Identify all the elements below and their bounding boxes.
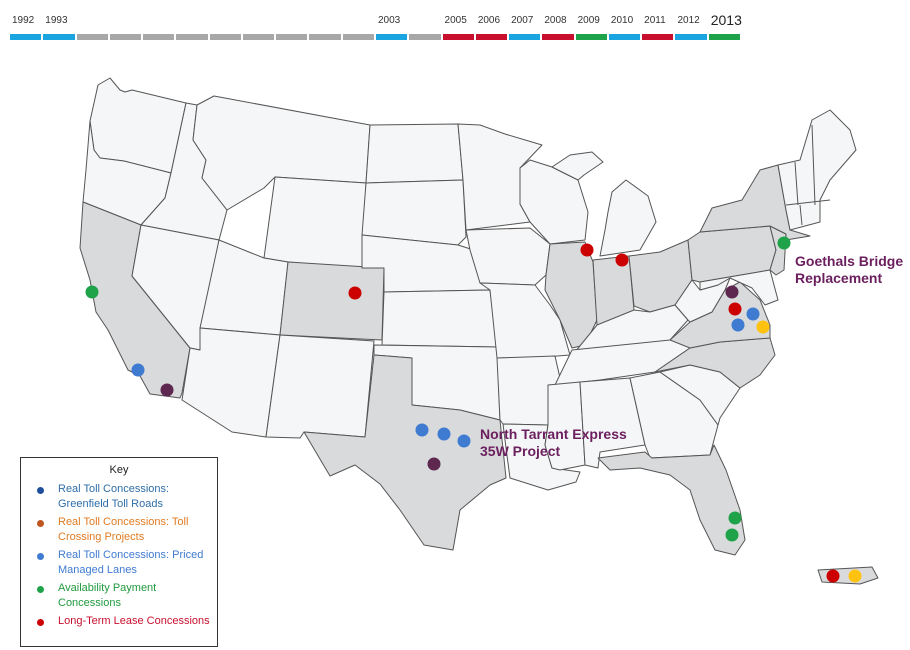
project-marker[interactable]: [160, 383, 174, 397]
timeline-segment[interactable]: [10, 34, 42, 40]
state-wisconsin[interactable]: [519, 159, 589, 245]
state-michigan[interactable]: [551, 151, 657, 257]
timeline: 1992 1993 2003 2005 2006 2007 2008 2009 2010 2011…: [0, 0, 910, 44]
timeline-segment[interactable]: [708, 34, 740, 40]
project-marker[interactable]: [348, 286, 362, 300]
project-marker[interactable]: [848, 569, 862, 583]
timeline-year-label[interactable]: 2012: [677, 15, 700, 26]
timeline-segment[interactable]: [475, 34, 508, 40]
border-connecticut: [799, 204, 803, 226]
callout-goethals: Goethals Bridge Replacement: [795, 253, 904, 286]
project-marker[interactable]: [728, 302, 742, 316]
state-new-mexico[interactable]: [265, 334, 375, 439]
key-item-label: Real Toll Concessions: Greenfield Toll R…: [58, 483, 170, 510]
key-title: Key: [109, 464, 129, 476]
project-marker[interactable]: [731, 318, 745, 332]
timeline-year-label[interactable]: 1992: [12, 15, 35, 26]
timeline-segment[interactable]: [342, 34, 374, 40]
project-marker[interactable]: [725, 285, 739, 299]
timeline-segment[interactable]: [309, 34, 341, 40]
key-dot-icon: [37, 553, 44, 560]
state-florida[interactable]: [597, 444, 746, 556]
timeline-segment[interactable]: [575, 34, 607, 40]
key-item-label: Real Toll Concessions: Toll Crossing Pro…: [58, 516, 189, 543]
timeline-year-label[interactable]: 2007: [511, 15, 534, 26]
state-iowa[interactable]: [465, 227, 551, 286]
timeline-segment[interactable]: [608, 34, 641, 40]
timeline-segment[interactable]: [642, 34, 674, 40]
timeline-year-label[interactable]: 2003: [378, 15, 401, 26]
project-markers: [85, 236, 862, 583]
timeline-year-label[interactable]: 2009: [577, 15, 600, 26]
state-colorado[interactable]: [279, 261, 385, 341]
state-texas[interactable]: [303, 354, 507, 551]
timeline-segment[interactable]: [176, 34, 208, 40]
project-marker[interactable]: [415, 423, 429, 437]
state-north-dakota[interactable]: [365, 123, 464, 184]
border-new-hampshire: [811, 124, 816, 206]
callout-tarrant: North Tarrant Express 35W Project: [480, 426, 627, 459]
project-marker[interactable]: [777, 236, 791, 250]
timeline-year-label[interactable]: 1993: [45, 15, 68, 26]
timeline-year-label[interactable]: 2005: [444, 15, 467, 26]
project-marker[interactable]: [725, 528, 739, 542]
timeline-segment[interactable]: [109, 34, 142, 40]
timeline-year-label[interactable]: 2006: [477, 15, 501, 26]
key-dot-icon: [37, 520, 44, 527]
project-marker[interactable]: [746, 307, 760, 321]
timeline-segment[interactable]: [209, 34, 241, 40]
project-marker[interactable]: [85, 285, 99, 299]
timeline-segment[interactable]: [675, 34, 707, 40]
timeline-segment[interactable]: [43, 34, 75, 40]
timeline-segment[interactable]: [442, 34, 474, 40]
state-wyoming[interactable]: [263, 176, 367, 269]
timeline-segment[interactable]: [276, 34, 308, 40]
timeline-year-label[interactable]: 2008: [544, 15, 567, 26]
key-item-label: Availability Payment Concessions: [58, 582, 157, 609]
timeline-segment[interactable]: [542, 34, 574, 40]
project-marker[interactable]: [615, 253, 629, 267]
state-south-dakota[interactable]: [361, 179, 467, 246]
key-dot-icon: [37, 487, 44, 494]
project-marker[interactable]: [756, 320, 770, 334]
border-massachusetts: [785, 199, 831, 206]
state-kansas[interactable]: [381, 289, 498, 348]
timeline-segment[interactable]: [242, 34, 275, 40]
state-west-virginia[interactable]: [674, 277, 731, 323]
timeline-segment[interactable]: [76, 34, 108, 40]
timeline-year-label[interactable]: 2011: [644, 15, 666, 26]
timeline-segment[interactable]: [376, 34, 408, 40]
project-marker[interactable]: [131, 363, 145, 377]
timeline-segment[interactable]: [509, 34, 541, 40]
project-marker[interactable]: [580, 243, 594, 257]
state-new-england[interactable]: [777, 109, 857, 231]
project-marker[interactable]: [437, 427, 451, 441]
project-marker[interactable]: [427, 457, 441, 471]
us-map: [79, 77, 879, 585]
project-marker[interactable]: [728, 511, 742, 525]
timeline-year-label[interactable]: 2010: [610, 15, 634, 26]
border-vermont: [794, 161, 799, 206]
state-montana[interactable]: [192, 95, 371, 211]
timeline-segment[interactable]: [143, 34, 175, 40]
state-maryland[interactable]: [699, 269, 779, 306]
timeline-year-label[interactable]: 2013: [710, 12, 742, 28]
key-dot-icon: [37, 619, 44, 626]
timeline-segment[interactable]: [409, 34, 441, 40]
project-marker[interactable]: [457, 434, 471, 448]
project-marker[interactable]: [826, 569, 840, 583]
map-key: Key Real Toll Concessions: Greenfield To…: [20, 457, 218, 647]
key-dot-icon: [37, 586, 44, 593]
key-item-label: Long-Term Lease Concessions: [58, 615, 210, 627]
key-item-label: Real Toll Concessions: Priced Managed La…: [58, 549, 204, 576]
